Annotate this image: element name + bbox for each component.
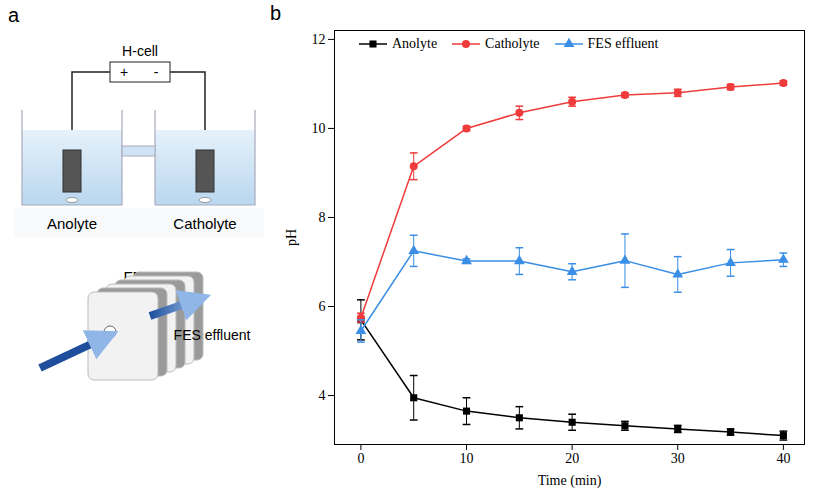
svg-text:8: 8 bbox=[319, 210, 326, 225]
svg-text:Anolyte: Anolyte bbox=[47, 215, 97, 232]
svg-text:0: 0 bbox=[357, 451, 364, 466]
html-text:FES effluent: FES effluent bbox=[587, 36, 659, 51]
svg-text:-: - bbox=[154, 64, 159, 80]
svg-text:40: 40 bbox=[776, 451, 790, 466]
svg-text:20: 20 bbox=[565, 451, 579, 466]
svg-text:4: 4 bbox=[319, 388, 326, 403]
svg-text:pH: pH bbox=[284, 229, 299, 246]
svg-text:H-cell: H-cell bbox=[122, 43, 158, 59]
svg-text:a: a bbox=[8, 4, 20, 26]
html-text:b: b bbox=[270, 2, 282, 24]
svg-text:FES effluent: FES effluent bbox=[174, 327, 251, 343]
svg-text:10: 10 bbox=[312, 121, 326, 136]
svg-text:6: 6 bbox=[319, 299, 326, 314]
svg-text:Time (min): Time (min) bbox=[538, 473, 602, 489]
html-text:Catholyte: Catholyte bbox=[485, 36, 540, 51]
svg-text:+: + bbox=[120, 64, 128, 80]
html-text:Anolyte: Anolyte bbox=[392, 36, 438, 51]
svg-text:10: 10 bbox=[460, 451, 474, 466]
svg-text:30: 30 bbox=[671, 451, 685, 466]
svg-text:Catholyte: Catholyte bbox=[173, 215, 236, 232]
svg-text:12: 12 bbox=[312, 32, 326, 47]
